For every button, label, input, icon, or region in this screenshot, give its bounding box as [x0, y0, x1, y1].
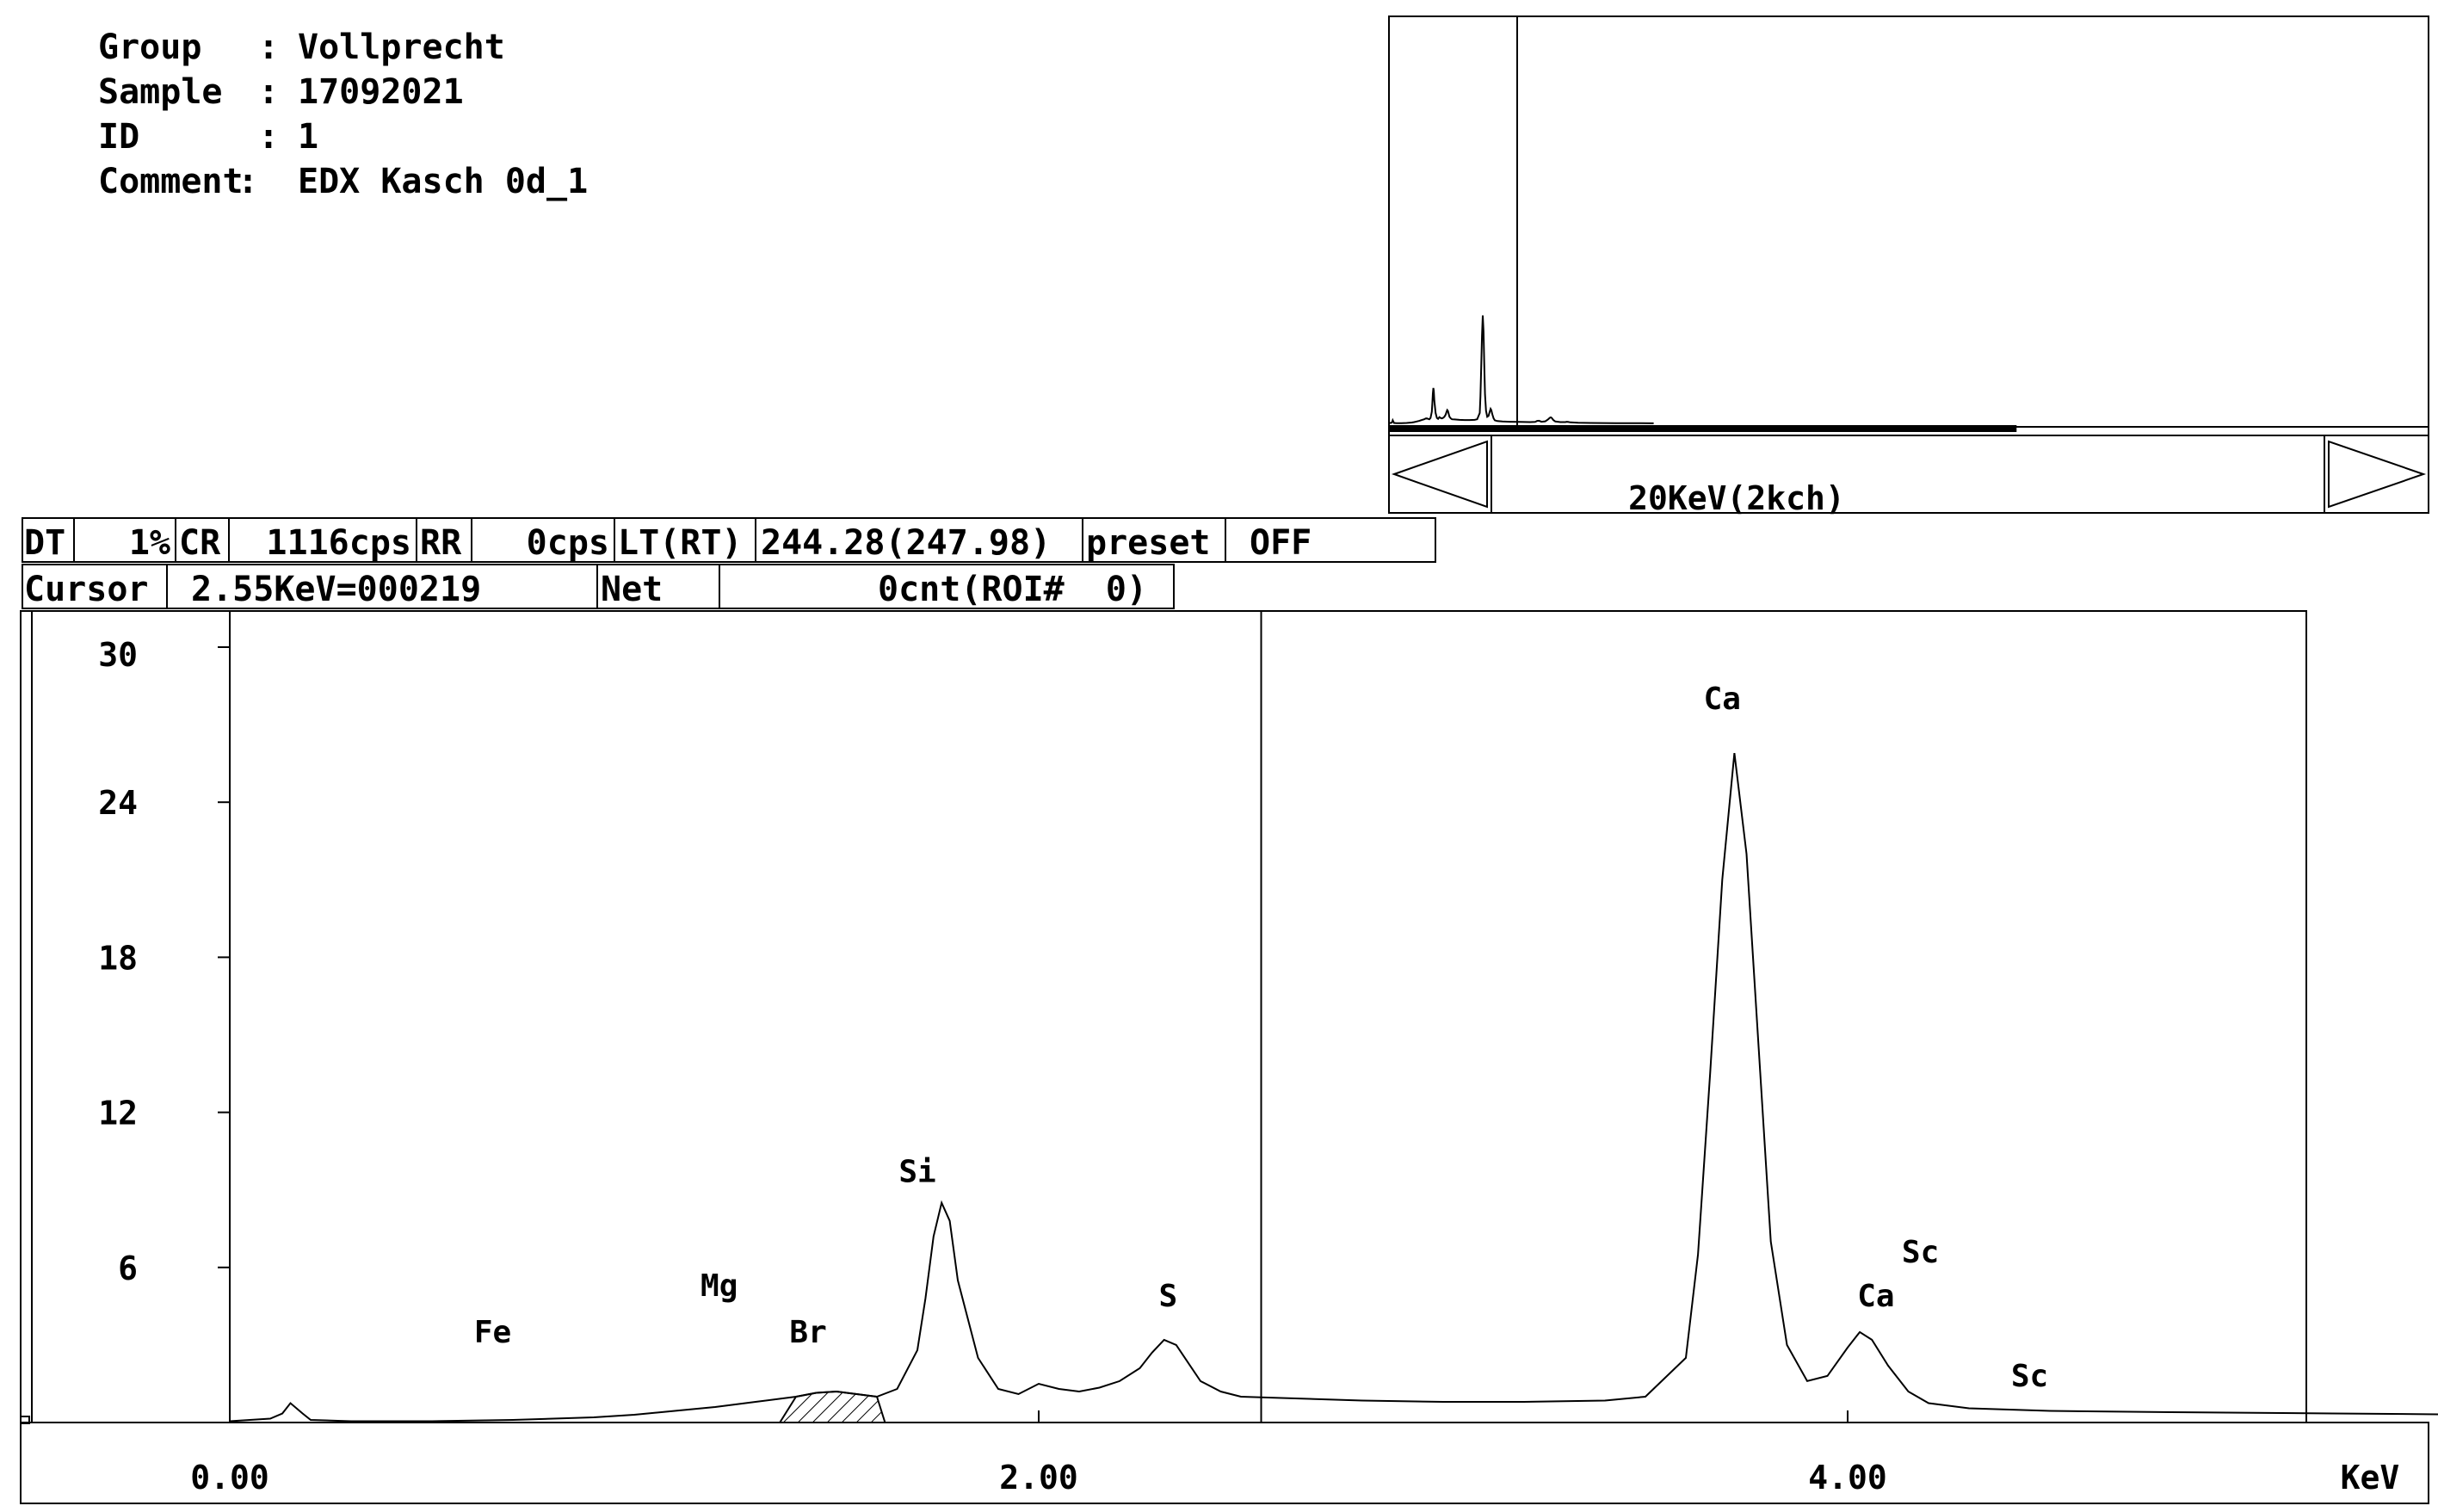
overview-view-range-bar [1389, 425, 2017, 432]
cursor-value: 2.55KeV=000219 [191, 570, 481, 609]
group-value: Vollprecht [298, 28, 505, 67]
y-tick-label: 6 [118, 1250, 138, 1287]
peak-label-br: Br [789, 1315, 826, 1350]
scroll-left-button[interactable] [1391, 435, 1492, 513]
group-label: Group [98, 28, 201, 67]
x-tick-label: 0.00 [190, 1459, 269, 1497]
peak-label-sc: Sc [2011, 1359, 2048, 1394]
lt-label: LT(RT) [618, 523, 743, 563]
dt-label: DT [24, 523, 65, 563]
x-tick-label: 2.00 [999, 1459, 1078, 1497]
rr-label: RR [420, 523, 462, 563]
id-label: ID [98, 117, 139, 157]
y-axis: 6 12 18 24 30 [98, 611, 231, 1423]
overview-panel[interactable]: 20KeV(2kch) [1388, 15, 2429, 517]
rr-value: 0cps [527, 523, 609, 563]
net-value: 0cnt(ROI# 0) [878, 570, 1147, 609]
net-label: Net [601, 570, 663, 609]
overview-frame [1388, 15, 2429, 514]
status-row-1-frame [22, 517, 1436, 563]
y-tick-label: 12 [98, 1095, 138, 1132]
comment-label: Comment [98, 162, 244, 201]
y-axis-origin-marker [20, 1416, 30, 1424]
overview-spectrum-line [1388, 315, 1654, 424]
id-colon: : [258, 117, 279, 157]
x-tick-label: 4.00 [1808, 1459, 1887, 1497]
sample-label: Sample [98, 72, 223, 112]
header-info: Group : Vollprecht Sample : 17092021 ID … [98, 28, 588, 201]
y-tick-label: 30 [98, 636, 138, 674]
sample-value: 17092021 [298, 72, 464, 112]
overview-range-label: 20KeV(2kch) [1628, 479, 1845, 517]
peak-label-s: S [1159, 1279, 1178, 1314]
peak-label-mg: Mg [701, 1268, 738, 1304]
status-row-1: DT 1% CR 1116cps RR 0cps LT(RT) 244.28(2… [22, 517, 1436, 563]
cr-value: 1116cps [266, 523, 411, 563]
cr-label: CR [179, 523, 221, 563]
peak-labels: FeMgBrSiSCaScCaScMnFeFe [474, 682, 2048, 1394]
peak-label-fe: Fe [474, 1315, 511, 1350]
dt-value: 1% [129, 523, 170, 563]
x-axis-frame [20, 1422, 2429, 1504]
arrow-left-icon [1391, 440, 1488, 509]
peak-label-sc: Sc [1902, 1235, 1939, 1270]
preset-label: preset [1086, 523, 1211, 563]
x-axis-unit-label: KeV [2341, 1459, 2400, 1497]
spectrum-line [229, 752, 2438, 1423]
comment-colon: : [238, 162, 258, 201]
comment-value: EDX Kasch 0d_1 [298, 162, 588, 201]
lt-value: 244.28(247.98) [761, 523, 1051, 563]
y-tick-label: 18 [98, 939, 138, 977]
preset-value: OFF [1250, 523, 1312, 563]
group-colon: : [258, 28, 279, 67]
sample-colon: : [258, 72, 279, 112]
cursor-label: Cursor [24, 570, 149, 609]
scroll-right-button[interactable] [2324, 435, 2427, 513]
status-row-2: Cursor 2.55KeV=000219 Net 0cnt(ROI# 0) [22, 564, 1175, 609]
id-value: 1 [298, 117, 318, 157]
arrow-right-icon [2328, 440, 2427, 509]
y-tick-label: 24 [98, 784, 138, 822]
x-axis: 0.002.004.006.008.0010.00 [190, 1410, 1887, 1497]
peak-label-si: Si [898, 1155, 935, 1190]
peak-label-ca: Ca [1857, 1279, 1894, 1314]
peak-label-ca: Ca [1704, 682, 1741, 717]
